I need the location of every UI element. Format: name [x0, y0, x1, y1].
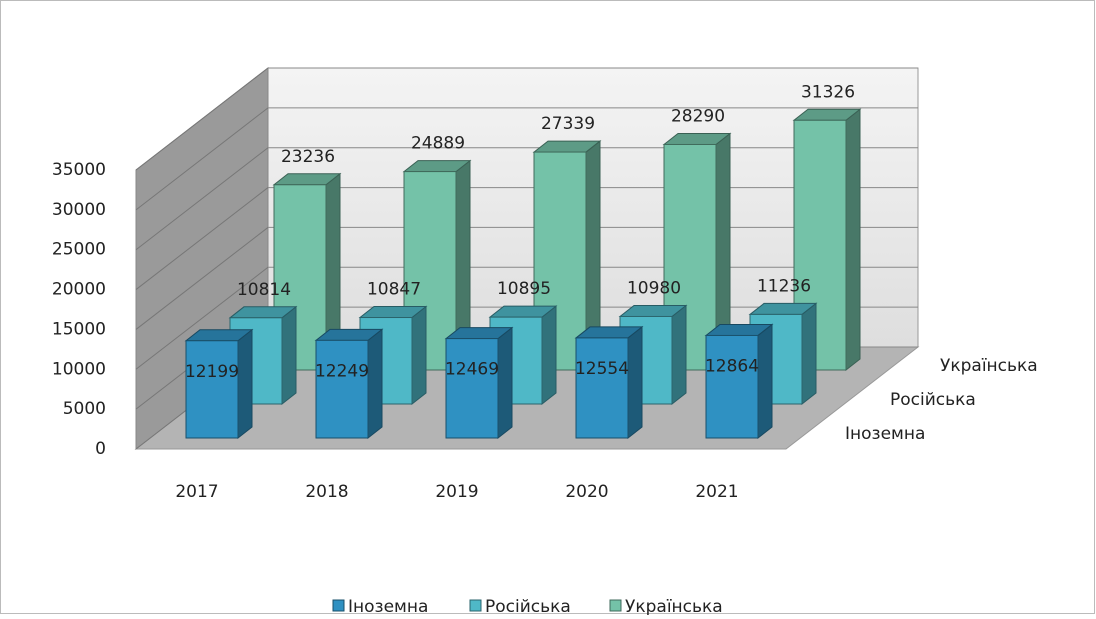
bar-side: [367, 328, 383, 440]
y-tick-label: 0: [95, 439, 106, 459]
data-label: 12554: [575, 359, 629, 379]
bar: [315, 339, 369, 439]
bar-side: [541, 305, 557, 406]
data-label: 28290: [671, 106, 725, 126]
grid-line: [135, 227, 269, 330]
data-label: 27339: [541, 114, 595, 134]
y-tick-label: 20000: [52, 280, 106, 300]
y-tick-label: 5000: [63, 399, 106, 419]
bar-side: [801, 302, 817, 406]
x-tick-label: 2021: [695, 482, 738, 502]
y-tick-label: 35000: [52, 160, 106, 180]
data-label: 10980: [627, 278, 681, 298]
depth-label: Російська: [890, 390, 976, 410]
data-label: 10895: [497, 279, 551, 299]
bar: [575, 337, 629, 439]
grid-line: [135, 147, 269, 251]
bar-side: [497, 326, 513, 440]
bar-side: [237, 328, 253, 440]
legend-label: Українська: [625, 597, 723, 615]
y-tick-label: 30000: [52, 200, 106, 220]
grid-line: [135, 187, 269, 290]
bar-side: [627, 325, 643, 440]
legend-label: Російська: [485, 597, 571, 615]
data-label: 12249: [315, 361, 369, 381]
x-tick-label: 2020: [565, 482, 608, 502]
bar: [185, 340, 239, 439]
x-tick-label: 2017: [175, 482, 218, 502]
bar-side: [281, 305, 297, 406]
bar: [445, 338, 499, 439]
y-tick-label: 15000: [52, 319, 106, 339]
bar: [705, 334, 759, 439]
grid-line: [135, 266, 269, 370]
data-label: 10847: [367, 280, 421, 300]
data-label: 31326: [801, 82, 855, 102]
data-label: 12199: [185, 362, 239, 382]
legend-swatch: [332, 599, 345, 612]
data-label: 12864: [705, 356, 759, 376]
data-label: 23236: [281, 147, 335, 167]
legend-swatch: [609, 599, 622, 612]
legend-swatch: [469, 599, 482, 612]
data-label: 11236: [757, 276, 811, 296]
data-label: 10814: [237, 280, 291, 300]
x-tick-label: 2019: [435, 482, 478, 502]
bar-side: [845, 108, 861, 372]
grid-line: [135, 107, 269, 211]
bar-side: [411, 305, 427, 406]
data-label: 24889: [411, 134, 465, 154]
grid-line: [135, 67, 269, 171]
data-label: 12469: [445, 360, 499, 380]
y-tick-label: 25000: [52, 240, 106, 260]
x-tick-label: 2018: [305, 482, 348, 502]
legend-label: Іноземна: [348, 597, 428, 615]
bar-side: [757, 323, 773, 440]
depth-label: Українська: [940, 356, 1038, 376]
bar-side: [671, 304, 687, 406]
depth-label: Іноземна: [845, 424, 925, 444]
y-tick-label: 10000: [52, 359, 106, 379]
